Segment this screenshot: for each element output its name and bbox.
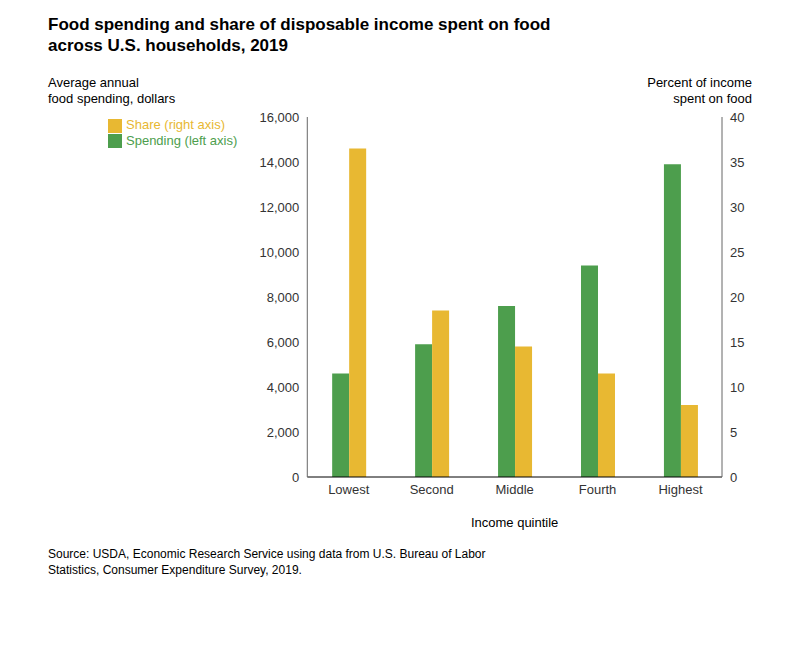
svg-text:35: 35 (730, 155, 744, 170)
svg-text:0: 0 (730, 470, 737, 485)
svg-text:10,000: 10,000 (260, 245, 300, 260)
svg-text:Lowest: Lowest (328, 482, 370, 497)
svg-text:14,000: 14,000 (260, 155, 300, 170)
svg-text:Fourth: Fourth (579, 482, 617, 497)
svg-text:Second: Second (410, 482, 454, 497)
svg-text:2,000: 2,000 (267, 425, 300, 440)
svg-text:5: 5 (730, 425, 737, 440)
svg-text:Highest: Highest (658, 482, 702, 497)
html-text:Share (right axis): Share (right axis) (126, 117, 225, 132)
svg-text:12,000: 12,000 (260, 200, 300, 215)
svg-text:Income quintile: Income quintile (471, 515, 558, 530)
svg-text:6,000: 6,000 (267, 335, 300, 350)
html-text:Food spending and share of dis: Food spending and share of disposable in… (48, 15, 551, 56)
html-text:Percent of income spent on foo: Percent of income spent on food (647, 74, 752, 106)
svg-text:4,000: 4,000 (267, 380, 300, 395)
svg-text:8,000: 8,000 (267, 290, 300, 305)
svg-text:10: 10 (730, 380, 744, 395)
svg-text:25: 25 (730, 245, 744, 260)
svg-text:40: 40 (730, 110, 744, 125)
svg-text:30: 30 (730, 200, 744, 215)
svg-text:20: 20 (730, 290, 744, 305)
svg-text:Middle: Middle (495, 482, 533, 497)
svg-text:15: 15 (730, 335, 744, 350)
html-text:Spending (left axis): Spending (left axis) (126, 132, 238, 148)
html-text:Average annual food spending,: Average annual food spending, dollars (48, 74, 176, 106)
svg-text:0: 0 (292, 470, 299, 485)
svg-text:16,000: 16,000 (260, 110, 300, 125)
html-text:Source: USDA, Economic Researc: Source: USDA, Economic Research Service … (48, 547, 486, 577)
